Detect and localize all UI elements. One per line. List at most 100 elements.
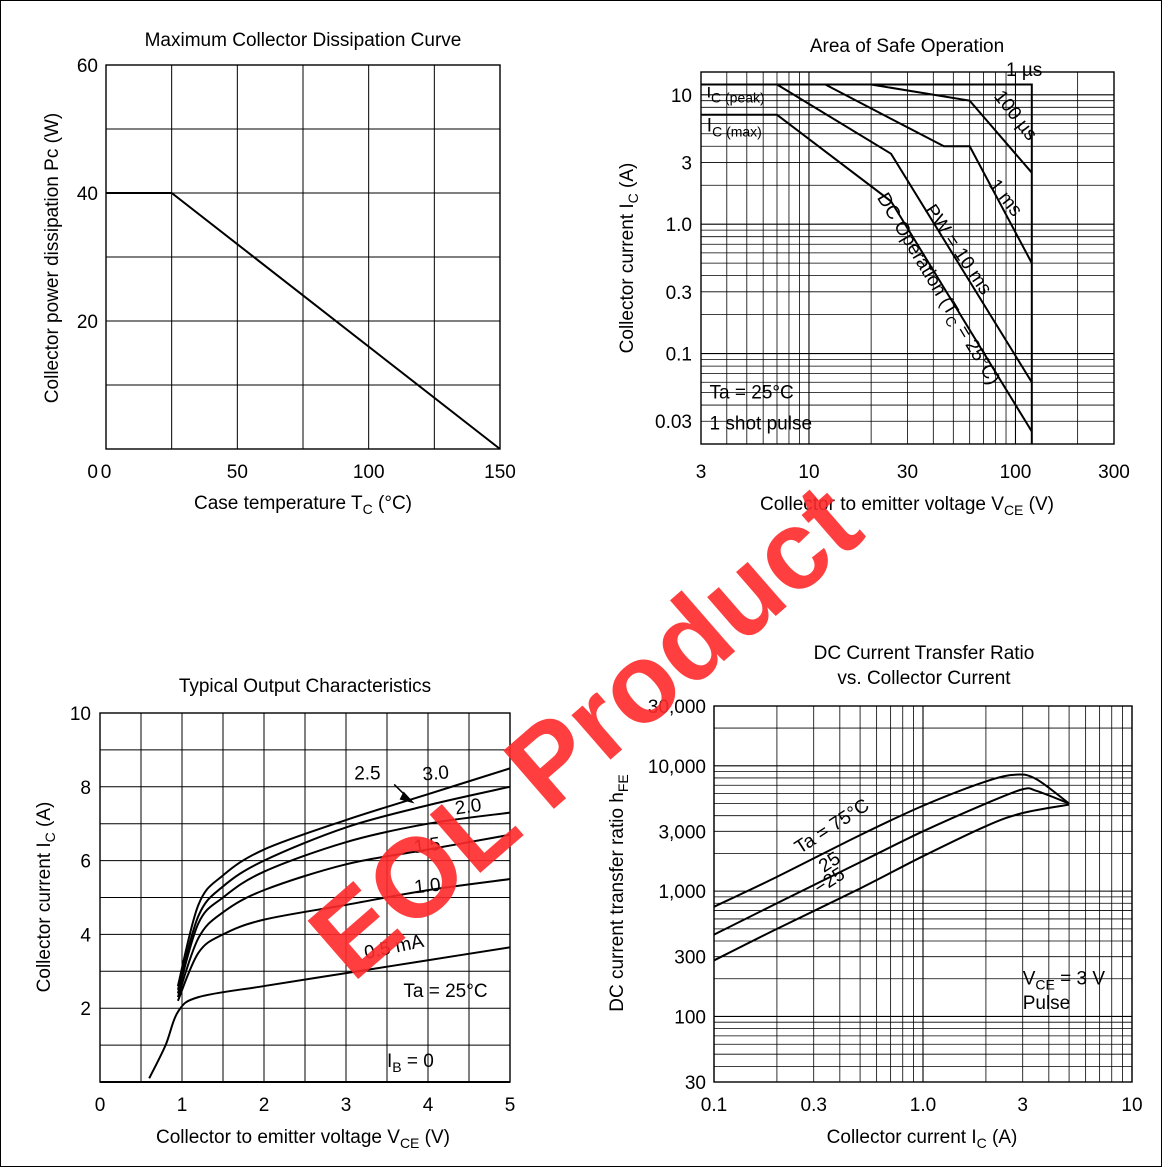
series-group [106, 192, 501, 450]
x-tick-label: 0 [101, 462, 112, 483]
plot-frame [700, 71, 1115, 445]
annotation-label: 1 shot pulse [710, 413, 812, 434]
x-tick-label: 50 [227, 462, 248, 483]
annotation-label: Ta = 25°C [710, 382, 794, 403]
series-line-4 [776, 83, 1033, 383]
x-tick-label: 30 [897, 462, 918, 483]
x-axis-label: Collector to emitter voltage VCE (V) [760, 494, 1054, 518]
chart-title: vs. Collector Current [837, 668, 1011, 689]
y-axis-label: DC current transfer ratio hFE [607, 774, 631, 1012]
series-line-5 [176, 878, 511, 1002]
annotation-label: 2.5 [354, 763, 380, 784]
x-tick-label: 4 [423, 1095, 434, 1116]
y-tick-label: 2 [80, 999, 91, 1020]
grid [713, 705, 1133, 1083]
annotation-label: Ta = 25°C [403, 981, 487, 1002]
series-line-6 [148, 946, 511, 1079]
annotation-label: 1.5 [413, 834, 442, 858]
x-tick-label: 100 [1000, 462, 1032, 483]
y-tick-label: 300 [674, 948, 706, 969]
y-tick-label: 1.0 [666, 215, 692, 236]
series-line-2 [870, 83, 1033, 174]
chart-title: Area of Safe Operation [810, 36, 1004, 57]
series-line-3 [176, 811, 511, 994]
y-tick-label: 20 [77, 312, 98, 333]
annotation-arrowhead [399, 791, 415, 804]
tick-labels: 0 50 100 150 20 40 60 0 [77, 56, 516, 483]
series-line-2 [713, 787, 1070, 936]
tick-labels: 0.1 0.3 1.0 3 10 30 100 300 1,000 3,000 10,000 30,0… [648, 697, 1143, 1116]
annotation-label: IB = 0 [387, 1051, 434, 1075]
y-tick-label: 10 [671, 86, 692, 107]
y-tick-label: 0.3 [666, 283, 692, 304]
x-tick-label: 1 [177, 1095, 188, 1116]
chart-title: Maximum Collector Dissipation Curve [145, 30, 462, 51]
y-tick-label: 30,000 [648, 697, 706, 718]
y-tick-label: 60 [77, 56, 98, 77]
series-line-1 [701, 83, 1033, 444]
annotation-label: VCE = 3 V [1023, 968, 1106, 992]
x-tick-label: 0.1 [701, 1095, 727, 1116]
y-tick-label: 100 [674, 1007, 706, 1028]
y-tick-label: 4 [80, 925, 91, 946]
x-tick-label: 10 [798, 462, 819, 483]
series-group [100, 767, 511, 1083]
x-tick-label: 10 [1121, 1095, 1142, 1116]
plot-frame [713, 705, 1133, 1083]
y-tick-label: 3 [681, 153, 692, 174]
x-tick-label: 2 [259, 1095, 270, 1116]
grid [106, 65, 500, 449]
y-tick-label: 6 [80, 852, 91, 873]
annotation-label: 1.0 [413, 875, 441, 899]
series-line-5 [701, 113, 1033, 433]
chart-panel-3: 0 1 2 3 4 5 2 4 6 8 10 Typical Output Characteristi… [34, 676, 515, 1151]
y-tick-label: 10 [70, 704, 91, 725]
x-tick-label: 1.0 [910, 1095, 936, 1116]
chart-panel-1: 0 50 100 150 20 40 60 0 Maximum Collector Dissip… [42, 30, 516, 517]
y-axis-label: Collector power dissipation Pc (W) [42, 113, 63, 403]
x-tick-label: 300 [1098, 462, 1130, 483]
y-tick-label: 30 [685, 1073, 706, 1094]
series-line-1 [176, 767, 511, 987]
annotation-label: 3.0 [422, 762, 450, 785]
x-tick-label: 0 [95, 1095, 106, 1116]
x-axis-label: Collector current IC (A) [827, 1127, 1018, 1151]
series-group [701, 83, 1033, 444]
annotation-label: 1 µs [1006, 60, 1042, 81]
x-tick-label: 3 [341, 1095, 352, 1116]
y-axis-label: Collector current IC (A) [617, 163, 641, 354]
tick-labels: 0 1 2 3 4 5 2 4 6 8 10 [70, 704, 515, 1116]
y-tick-label: 10,000 [648, 757, 706, 778]
y-axis-label: Collector current IC (A) [34, 802, 58, 993]
y-tick-label: 8 [80, 778, 91, 799]
y-tick-label: 3,000 [658, 822, 706, 843]
annotation-label: −25 [811, 864, 849, 899]
chart-panel-2: 3 10 30 100 300 0.03 0.1 0.3 1.0 3 10 Area of Safe … [617, 36, 1130, 518]
annotation-label: Pulse [1023, 993, 1071, 1014]
x-axis-label: Collector to emitter voltage VCE (V) [156, 1127, 450, 1151]
series-line-4 [176, 833, 511, 998]
annotation-label: 2.0 [454, 795, 483, 819]
x-tick-label: 0.3 [801, 1095, 827, 1116]
chart-title: DC Current Transfer Ratio [814, 643, 1035, 664]
x-tick-label: 0 [87, 462, 98, 483]
annotation-label: 1 ms [984, 175, 1026, 220]
tick-labels: 3 10 30 100 300 0.03 0.1 0.3 1.0 3 10 [655, 86, 1130, 483]
grid [100, 713, 510, 1082]
x-axis-label: Case temperature TC (°C) [194, 493, 412, 517]
series-line-2 [176, 785, 511, 991]
y-tick-label: 0.03 [655, 412, 692, 433]
annotation-label: iC (peak) [707, 82, 765, 106]
x-tick-label: 3 [696, 462, 707, 483]
series-group [713, 773, 1070, 962]
y-tick-label: 0.1 [666, 345, 692, 366]
x-tick-label: 3 [1017, 1095, 1028, 1116]
annotation-label: IC (max) [707, 116, 762, 140]
x-tick-label: 150 [484, 462, 516, 483]
x-tick-label: 5 [505, 1095, 516, 1116]
series-line-1 [713, 773, 1070, 908]
plot-frame [105, 64, 501, 450]
y-tick-label: 1,000 [658, 882, 706, 903]
